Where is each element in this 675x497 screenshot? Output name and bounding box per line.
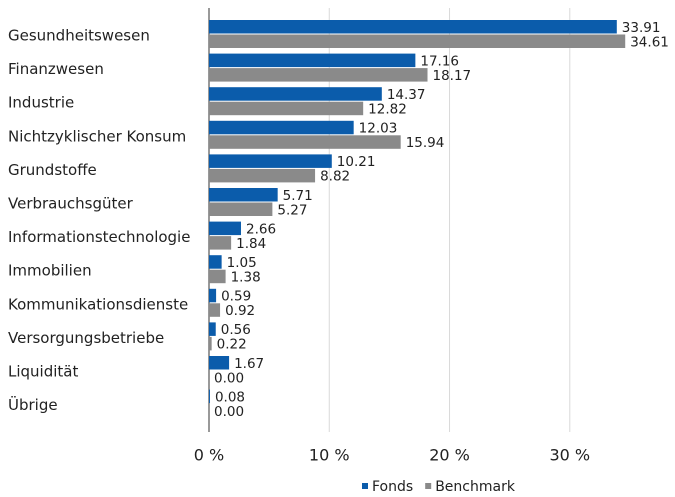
bar <box>209 255 222 269</box>
value-label: 1.67 <box>234 356 264 372</box>
bar <box>209 303 221 317</box>
value-label: 14.37 <box>387 87 426 103</box>
bar <box>209 120 354 135</box>
category-label: Übrige <box>8 395 58 414</box>
category-label: Finanzwesen <box>8 60 104 78</box>
category-label: Industrie <box>8 94 74 112</box>
bar <box>209 188 278 202</box>
bar <box>209 322 216 336</box>
legend-swatch <box>425 483 432 489</box>
value-label: 2.66 <box>246 221 276 237</box>
bar <box>209 53 416 68</box>
x-tick-label: 20 % <box>429 446 470 465</box>
value-label: 15.94 <box>406 135 445 151</box>
category-label: Informationstechnologie <box>8 228 190 246</box>
bar <box>209 34 626 48</box>
category-label: Kommunikationsdienste <box>8 295 188 313</box>
value-label: 0.00 <box>214 370 244 386</box>
category-label: Gesundheitswesen <box>8 27 150 45</box>
bar <box>209 101 364 116</box>
value-label: 0.92 <box>225 303 255 319</box>
category-label: Nichtzyklischer Konsum <box>8 127 186 145</box>
value-label: 17.16 <box>420 53 459 69</box>
value-label: 8.82 <box>320 169 350 185</box>
bar <box>209 20 617 34</box>
legend-swatch <box>362 483 368 489</box>
bar <box>209 389 210 404</box>
category-label: Versorgungsbetriebe <box>8 329 164 347</box>
bar <box>209 68 428 82</box>
value-label: 5.27 <box>277 202 307 218</box>
bar <box>209 269 226 284</box>
x-tick-label: 10 % <box>309 446 350 465</box>
bar <box>209 168 316 183</box>
legend-label: Fonds <box>372 479 413 495</box>
value-label: 18.17 <box>433 68 472 84</box>
value-label: 0.08 <box>215 389 245 405</box>
bar <box>209 154 332 168</box>
bar <box>209 356 230 370</box>
value-label: 12.03 <box>359 121 398 137</box>
value-label: 12.82 <box>368 101 407 117</box>
x-tick-label: 0 % <box>194 446 224 465</box>
x-tick-label: 30 % <box>549 446 590 465</box>
legend-label: Benchmark <box>435 479 516 495</box>
bar <box>209 288 217 303</box>
category-label: Grundstoffe <box>8 161 97 179</box>
value-label: 5.71 <box>283 188 313 204</box>
value-label: 0.56 <box>221 322 251 338</box>
bar <box>209 336 212 351</box>
value-label: 33.91 <box>622 20 661 36</box>
category-label: Liquidität <box>8 363 78 381</box>
bar <box>209 236 232 250</box>
bar <box>209 135 401 149</box>
value-label: 0.22 <box>217 337 247 353</box>
bar <box>209 202 273 216</box>
value-label: 0.00 <box>214 404 244 420</box>
value-label: 1.84 <box>236 236 266 252</box>
bar <box>209 221 241 236</box>
value-label: 34.61 <box>630 34 669 50</box>
value-label: 1.38 <box>231 269 261 285</box>
category-label: Immobilien <box>8 262 92 280</box>
category-label: Verbrauchsgüter <box>8 195 134 213</box>
value-label: 10.21 <box>337 154 376 170</box>
value-label: 0.59 <box>221 289 251 305</box>
value-label: 1.05 <box>227 255 257 271</box>
bar <box>209 87 382 101</box>
